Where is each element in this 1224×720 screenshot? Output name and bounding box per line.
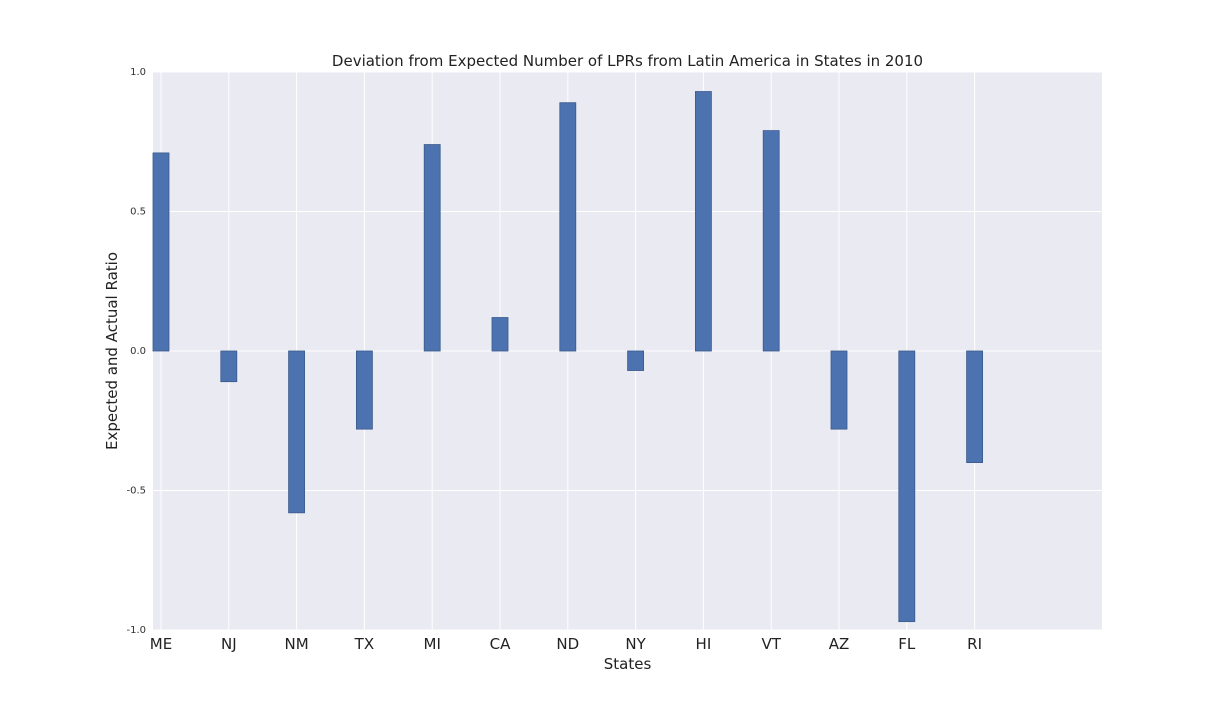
x-axis-label: States: [604, 655, 652, 673]
bars: [152, 91, 983, 623]
y-axis-ticks: 1.0 0.5 0.0 -0.5 -1.0: [126, 67, 146, 636]
bar-vt: [762, 130, 780, 352]
x-tick-label: FL: [898, 635, 916, 653]
bar-nj: [220, 350, 238, 383]
bar-mi: [423, 144, 441, 352]
x-tick-label: NM: [285, 635, 309, 653]
bar-tx: [355, 350, 373, 430]
x-tick-label: NY: [625, 635, 646, 653]
chart-title: Deviation from Expected Number of LPRs f…: [332, 52, 923, 70]
x-tick-label: RI: [967, 635, 982, 653]
bar-me: [152, 152, 170, 352]
bar-hi: [695, 91, 712, 352]
x-tick-label: VT: [761, 635, 781, 653]
bar-fl: [898, 350, 916, 623]
y-axis-label: Expected and Actual Ratio: [103, 252, 121, 450]
y-tick-label: -1.0: [126, 625, 146, 636]
x-tick-label: ME: [150, 635, 172, 653]
x-tick-label: ND: [556, 635, 579, 653]
bar-nd: [559, 102, 577, 352]
bar-nm: [288, 350, 306, 514]
x-tick-label: MI: [424, 635, 441, 653]
x-tick-label: AZ: [829, 635, 850, 653]
x-tick-label: CA: [490, 635, 511, 653]
x-tick-label: TX: [354, 635, 374, 653]
bar-ca: [491, 317, 509, 352]
bar-ny: [627, 350, 644, 371]
x-axis-ticks: ME NJ NM TX MI CA ND NY HI VT AZ FL RI: [150, 635, 982, 653]
y-tick-label: -0.5: [126, 486, 146, 497]
x-tick-label: HI: [696, 635, 712, 653]
bar-az: [830, 350, 848, 430]
bar-ri: [966, 350, 983, 463]
y-tick-label: 0.5: [130, 207, 146, 218]
y-tick-label: 0.0: [130, 346, 146, 357]
x-tick-label: NJ: [221, 635, 237, 653]
y-tick-label: 1.0: [130, 67, 146, 78]
